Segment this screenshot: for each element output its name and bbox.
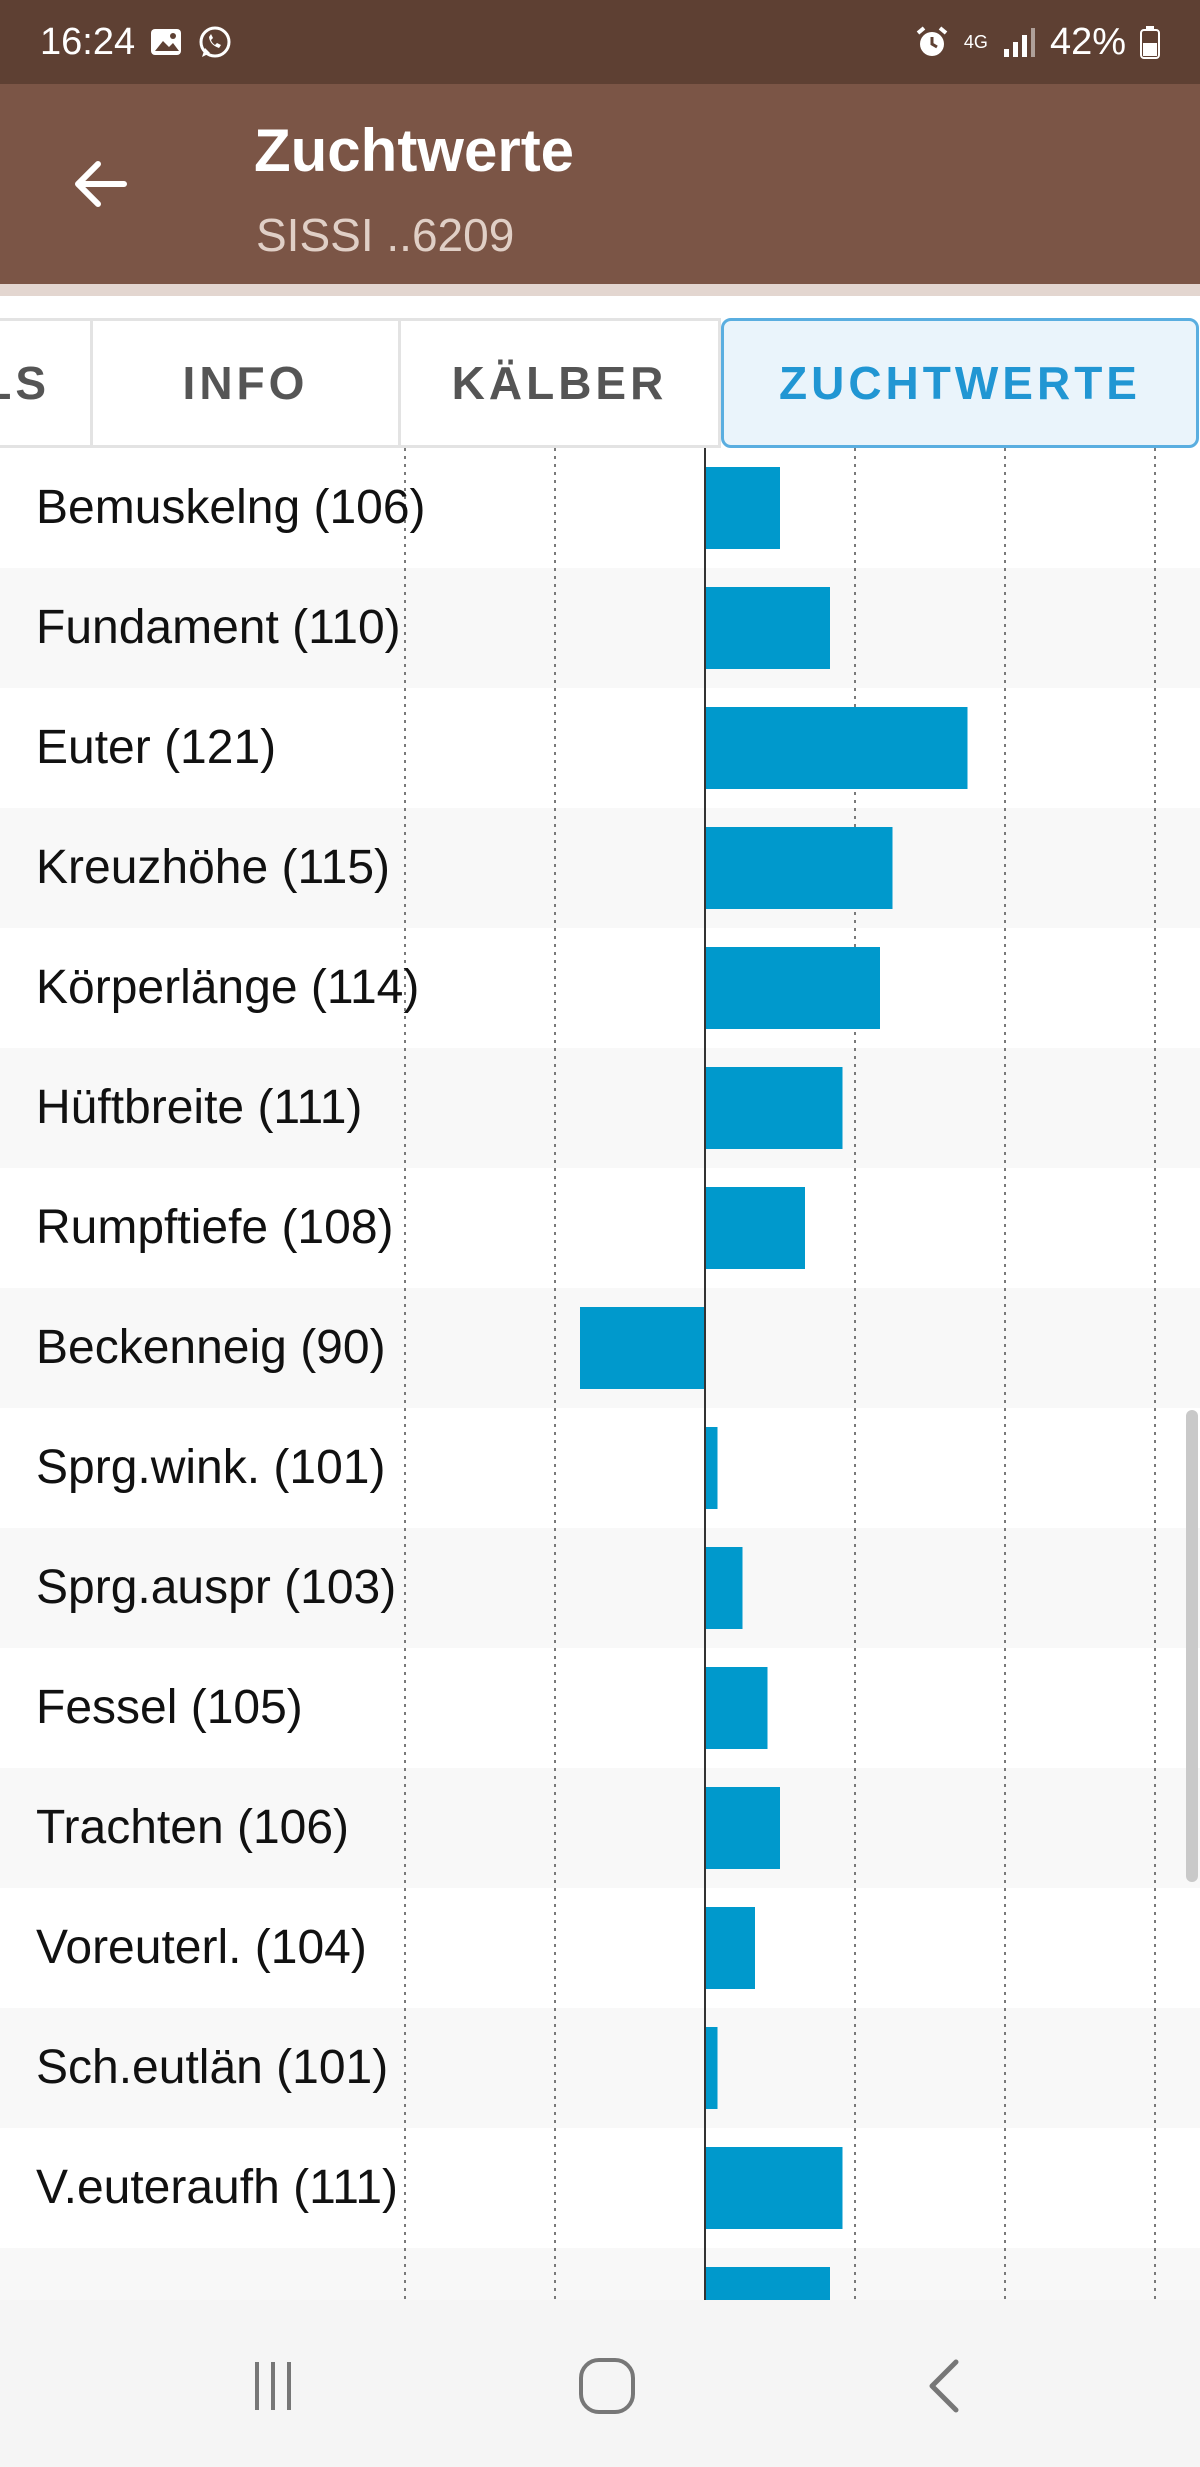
bar-label: Voreuterl. (104) — [36, 1921, 367, 1974]
page-subtitle: SISSI ..6209 — [256, 209, 515, 261]
breeding-values-chart[interactable]: Bemuskelng (106) Fundament (110) Euter (12… — [0, 448, 1200, 2300]
tab-previous[interactable]: LS — [0, 318, 93, 448]
bar-label: Fundament (110) — [36, 601, 401, 654]
bar-Beckenneig[interactable] — [580, 1307, 705, 1389]
bar-Sprg.wink.[interactable] — [705, 1427, 718, 1509]
row-background — [0, 2248, 1200, 2300]
bar-Sprg.auspr[interactable] — [705, 1547, 743, 1629]
bar-label: Sch.eutlän (101) — [36, 2041, 389, 2094]
appbar-divider — [0, 284, 1200, 296]
bar-Trachten[interactable] — [705, 1787, 780, 1869]
bar-label: Sprg.auspr (103) — [36, 1561, 397, 1614]
battery-percent: 42% — [1049, 20, 1126, 63]
bar-label: Körperlänge (114) — [36, 961, 420, 1014]
bar-Rumpftiefe[interactable] — [705, 1187, 805, 1269]
bar-Körperlänge[interactable] — [705, 947, 880, 1029]
bar-Euter[interactable] — [705, 707, 968, 789]
alarm-icon — [914, 24, 950, 60]
app-bar: Zuchtwerte SISSI ..6209 — [0, 84, 1200, 284]
bar-label: Hüftbreite (111) — [36, 1081, 363, 1134]
row-background — [0, 1768, 1200, 1888]
row-background — [0, 808, 1200, 928]
system-nav-bar — [0, 2300, 1200, 2467]
bar-V.euteraufh[interactable] — [705, 2147, 843, 2229]
whatsapp-icon — [197, 24, 233, 60]
back-icon — [929, 2359, 959, 2413]
signal-icon — [1002, 25, 1036, 59]
bar-label: Beckenneig (90) — [36, 1321, 386, 1374]
bar-label: Sprg.wink. (101) — [36, 1441, 386, 1494]
page-title: Zuchtwerte — [254, 117, 575, 184]
bar-Hüftbreite[interactable] — [705, 1067, 843, 1149]
recents-button[interactable] — [233, 2346, 313, 2426]
bar-label: Bemuskelng (106) — [36, 481, 426, 534]
bar-label: V.euteraufh (111) — [36, 2161, 399, 2214]
row-background — [0, 1048, 1200, 1168]
back-button[interactable] — [50, 134, 150, 234]
scrollbar[interactable] — [1186, 1410, 1198, 1882]
status-time: 16:24 — [40, 20, 136, 63]
bar-Kreuzhöhe[interactable] — [705, 827, 893, 909]
bar-label: Euter (121) — [36, 721, 277, 774]
bar-row-15[interactable] — [705, 2267, 830, 2300]
tab-zuchtwerte[interactable]: ZUCHTWERTE — [721, 318, 1199, 448]
tab-info[interactable]: INFO — [93, 318, 401, 448]
bar-chart-svg — [0, 448, 1200, 2300]
status-bar: 16:24 4G 42% — [0, 0, 1200, 84]
arrow-left-icon — [75, 161, 127, 207]
row-background — [0, 568, 1200, 688]
network-type: 4G — [963, 32, 988, 52]
tab-bar: LS INFO KÄLBER ZUCHTWERTE — [0, 318, 1200, 448]
back-nav-button[interactable] — [906, 2346, 986, 2426]
bar-label: Rumpftiefe (108) — [36, 1201, 394, 1254]
bar-Voreuterl.[interactable] — [705, 1907, 755, 1989]
bar-label: Trachten (106) — [36, 1801, 350, 1854]
bar-Bemuskelng[interactable] — [705, 467, 780, 549]
gallery-icon — [149, 25, 183, 59]
row-background — [0, 1528, 1200, 1648]
bar-label: Kreuzhöhe (115) — [36, 841, 390, 894]
bar-label: Fessel (105) — [36, 1681, 303, 1734]
recents-icon — [255, 2362, 291, 2410]
home-icon — [579, 2358, 635, 2414]
home-button[interactable] — [567, 2346, 647, 2426]
tab-kaelber[interactable]: KÄLBER — [401, 318, 721, 448]
bar-Sch.eutlän[interactable] — [705, 2027, 718, 2109]
row-background — [0, 2008, 1200, 2128]
battery-icon — [1140, 25, 1160, 59]
bar-Fessel[interactable] — [705, 1667, 768, 1749]
bar-Fundament[interactable] — [705, 587, 830, 669]
